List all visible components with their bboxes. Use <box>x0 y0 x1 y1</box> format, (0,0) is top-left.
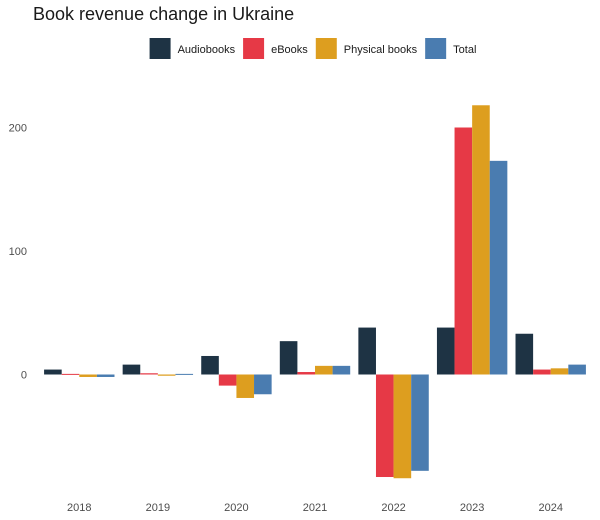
bar-audiobooks-2022 <box>358 327 376 375</box>
bar-ebooks-2020 <box>218 374 237 386</box>
bar-physical-books-2023 <box>472 105 490 375</box>
x-tick-label: 2021 <box>303 502 327 514</box>
bar-physical-books-2020 <box>236 374 255 398</box>
bar-audiobooks-2024 <box>515 333 534 375</box>
legend-label-audiobooks: Audiobooks <box>178 44 236 56</box>
bar-audiobooks-2023 <box>436 327 455 375</box>
bar-physical-books-2021 <box>315 365 333 375</box>
legend-swatch-audiobooks <box>149 38 171 59</box>
legend-label-physical-books: Physical books <box>344 44 418 56</box>
y-tick-label: 0 <box>21 370 27 382</box>
x-tick-label: 2024 <box>538 502 562 514</box>
bar-total-2023 <box>489 160 508 375</box>
legend-swatch-physical-books <box>315 38 337 59</box>
bar-total-2022 <box>411 374 429 471</box>
y-tick-label: 100 <box>9 246 27 258</box>
bar-total-2018 <box>96 374 115 377</box>
bar-total-2024 <box>568 364 586 375</box>
bar-ebooks-2018 <box>61 373 80 375</box>
bar-audiobooks-2019 <box>122 364 141 375</box>
bar-total-2019 <box>175 373 194 375</box>
bar-ebooks-2021 <box>297 372 315 375</box>
x-tick-label: 2019 <box>146 502 170 514</box>
bar-ebooks-2019 <box>140 373 158 375</box>
bar-ebooks-2023 <box>454 127 473 375</box>
bar-ebooks-2022 <box>375 374 394 478</box>
bar-physical-books-2024 <box>550 368 569 375</box>
bar-ebooks-2024 <box>533 369 551 375</box>
bar-audiobooks-2021 <box>279 341 298 375</box>
bar-audiobooks-2018 <box>44 369 62 375</box>
legend-label-ebooks: eBooks <box>271 44 308 56</box>
y-tick-label: 200 <box>9 123 27 135</box>
bar-audiobooks-2020 <box>201 355 219 375</box>
x-tick-label: 2022 <box>381 502 405 514</box>
chart-title: Book revenue change in Ukraine <box>33 4 295 24</box>
legend-swatch-total <box>425 38 447 59</box>
x-tick-label: 2018 <box>67 502 91 514</box>
bar-physical-books-2018 <box>79 374 97 377</box>
x-tick-label: 2023 <box>460 502 484 514</box>
bar-total-2021 <box>332 365 351 375</box>
x-tick-label: 2020 <box>224 502 248 514</box>
legend-label-total: Total <box>453 44 476 56</box>
bar-physical-books-2019 <box>157 374 176 376</box>
bar-physical-books-2022 <box>393 374 412 479</box>
bar-total-2020 <box>254 374 272 395</box>
legend-swatch-ebooks <box>243 38 265 59</box>
